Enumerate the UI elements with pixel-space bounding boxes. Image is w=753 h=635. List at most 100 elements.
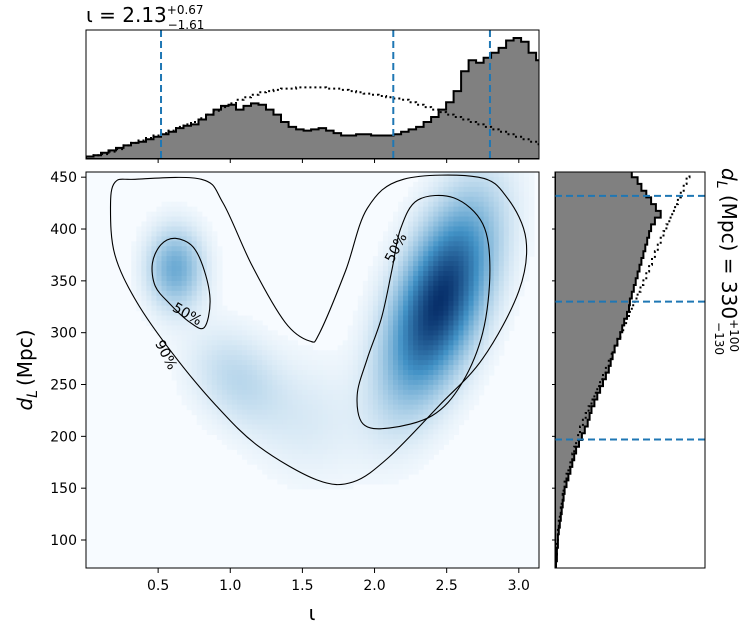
heatmap-cell <box>377 350 384 356</box>
heatmap-cell <box>453 394 460 401</box>
heatmap-cell <box>186 280 193 287</box>
heatmap-cell <box>307 409 314 416</box>
heatmap-cell <box>342 394 349 401</box>
heatmap-cell <box>282 473 288 480</box>
heatmap-cell <box>448 350 455 356</box>
heatmap-cell <box>443 409 449 416</box>
heatmap-cell <box>393 439 399 445</box>
heatmap-cell <box>322 439 329 445</box>
heatmap-cell <box>493 360 500 366</box>
heatmap-cell <box>483 305 490 312</box>
heatmap-cell <box>423 201 429 208</box>
heatmap-cell <box>221 374 228 381</box>
heatmap-cell <box>257 439 263 445</box>
heatmap-cell <box>242 374 248 381</box>
heatmap-cell <box>191 330 198 336</box>
heatmap-cell <box>503 206 510 213</box>
heatmap-cell <box>428 280 434 287</box>
heatmap-cell <box>418 340 424 346</box>
heatmap-cell <box>272 330 278 336</box>
heatmap-cell <box>242 365 248 371</box>
heatmap-cell <box>221 305 228 312</box>
heatmap-cell <box>377 389 384 396</box>
heatmap-cell <box>398 374 404 381</box>
heatmap-cell <box>382 360 389 366</box>
heatmap-cell <box>468 176 475 183</box>
heatmap-cell <box>237 439 243 445</box>
heatmap-cell <box>377 315 384 322</box>
heatmap-cell <box>206 320 213 327</box>
heatmap-cell <box>483 271 490 277</box>
heatmap-cell <box>211 305 218 312</box>
heatmap-cell <box>408 206 414 213</box>
heatmap-cell <box>206 241 213 247</box>
heatmap-cell <box>292 478 298 485</box>
heatmap-cell <box>357 414 364 421</box>
heatmap-cell <box>513 196 520 203</box>
heatmap-cell <box>226 310 233 317</box>
heatmap-cell <box>262 409 268 416</box>
heatmap-cell <box>388 424 394 430</box>
heatmap-cell <box>347 478 354 485</box>
heatmap-cell <box>403 275 409 282</box>
heatmap-cell <box>393 469 399 475</box>
heatmap-cell <box>282 419 288 426</box>
heatmap-cell <box>428 315 434 322</box>
heatmap-cell <box>362 285 369 292</box>
heatmap-cell <box>357 310 364 317</box>
heatmap-cell <box>438 335 444 341</box>
heatmap-cell <box>478 206 485 213</box>
heatmap-cell <box>277 394 283 401</box>
heatmap-cell <box>408 211 414 218</box>
heatmap-cell <box>488 290 495 297</box>
heatmap-cell <box>443 266 449 272</box>
heatmap-cell <box>282 399 288 406</box>
heatmap-cell <box>237 340 243 346</box>
heatmap-cell <box>388 469 394 475</box>
heatmap-cell <box>297 389 304 396</box>
heatmap-cell <box>367 444 374 450</box>
heatmap-cell <box>393 360 399 366</box>
heatmap-cell <box>136 261 142 267</box>
heatmap-cell <box>438 300 444 307</box>
heatmap-cell <box>181 256 188 262</box>
heatmap-cell <box>493 315 500 322</box>
heatmap-cell <box>418 176 424 183</box>
heatmap-cell <box>372 340 379 346</box>
heatmap-cell <box>257 379 263 386</box>
heatmap-cell <box>403 379 409 386</box>
heatmap-cell <box>423 315 429 322</box>
heatmap-cell <box>438 345 444 351</box>
heatmap-cell <box>498 211 505 218</box>
heatmap-cell <box>146 261 153 267</box>
heatmap-cell <box>231 414 238 421</box>
heatmap-cell <box>307 355 314 361</box>
heatmap-cell <box>372 469 379 475</box>
heatmap-cell <box>211 330 218 336</box>
heatmap-cell <box>428 236 434 242</box>
heatmap-cell <box>518 211 525 218</box>
heatmap-cell <box>367 305 374 312</box>
heatmap-cell <box>277 473 283 480</box>
heatmap-cell <box>252 350 258 356</box>
heatmap-cell <box>131 261 137 267</box>
heatmap-cell <box>282 409 288 416</box>
heatmap-cell <box>322 444 329 450</box>
heatmap-cell <box>206 221 213 228</box>
heatmap-cell <box>503 330 510 336</box>
heatmap-cell <box>302 365 309 371</box>
heatmap-cell <box>403 300 409 307</box>
heatmap-cell <box>483 335 490 341</box>
heatmap-cell <box>473 221 480 228</box>
heatmap-cell <box>171 355 178 361</box>
heatmap-cell <box>433 414 439 421</box>
heatmap-cell <box>483 300 490 307</box>
heatmap-cell <box>428 251 434 257</box>
heatmap-cell <box>272 365 278 371</box>
heatmap-cell <box>403 424 409 430</box>
heatmap-cell <box>242 355 248 361</box>
heatmap-cell <box>176 374 183 381</box>
heatmap-cell <box>191 256 198 262</box>
heatmap-cell <box>342 449 349 455</box>
heatmap-cell <box>176 345 183 351</box>
